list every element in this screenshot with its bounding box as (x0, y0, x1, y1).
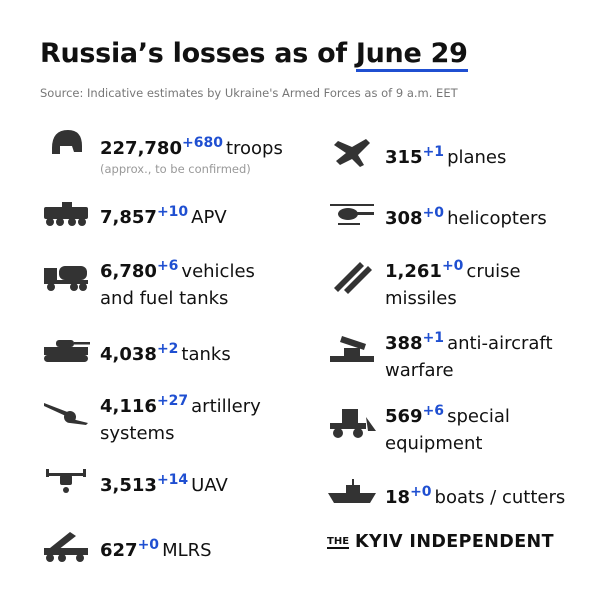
label: special (447, 406, 510, 427)
label: systems (100, 423, 175, 444)
label: boats / cutters (434, 487, 566, 508)
stat-line: 18+0 boats / cutters (385, 479, 565, 511)
stat: 7,857+10 APV (100, 199, 227, 231)
label: cruise (466, 261, 521, 282)
label: artillery (191, 396, 261, 417)
icon (330, 409, 376, 438)
icon (44, 266, 88, 291)
delta: +1 (422, 330, 445, 346)
icon (334, 139, 370, 167)
count: 627 (100, 540, 138, 561)
stat: 308+0 helicopters (385, 200, 547, 232)
count: 6,780 (100, 261, 157, 282)
stat: 3,513+14 UAV (100, 467, 228, 499)
count: 315 (385, 147, 423, 168)
icon (46, 469, 86, 493)
label: warfare (385, 360, 454, 381)
delta: +0 (441, 258, 464, 274)
logo: THE KYIV INDEPENDENT (327, 532, 554, 552)
label: vehicles (181, 261, 255, 282)
label: MLRS (162, 540, 212, 561)
stat: 1,261+0 cruise missiles (385, 253, 521, 312)
icon (44, 202, 88, 226)
label: missiles (385, 288, 457, 309)
label: troops (225, 138, 283, 159)
label: tanks (181, 344, 231, 365)
title-start: Russia’s losses as of (40, 38, 347, 69)
label: UAV (191, 475, 228, 496)
stat-line: 4,116+27 artillery (100, 388, 261, 420)
source: Source: Indicative estimates by Ukraine'… (40, 86, 458, 100)
stat-line: 1,261+0 cruise (385, 253, 521, 285)
label: planes (447, 147, 507, 168)
stat: 227,780+680 troops (approx., to be confirm… (100, 130, 283, 176)
stat: 18+0 boats / cutters (385, 479, 565, 511)
stat: 569+6 special equipment (385, 398, 510, 457)
label: APV (191, 207, 227, 228)
count: 388 (385, 333, 423, 354)
count: 308 (385, 208, 423, 229)
icon (330, 204, 374, 225)
count: 569 (385, 406, 423, 427)
count: 3,513 (100, 475, 157, 496)
icon (328, 479, 376, 503)
count: 227,780 (100, 138, 182, 159)
delta: +0 (410, 484, 432, 500)
stat-line: 227,780+680 troops (100, 130, 283, 162)
label: and fuel tanks (100, 288, 229, 309)
stat-line: 4,038+2 tanks (100, 336, 231, 368)
note: (approx., to be confirmed) (100, 162, 251, 176)
stat: 627+0 MLRS (100, 532, 212, 564)
stat-line: 627+0 MLRS (100, 532, 212, 564)
icon (52, 130, 82, 154)
stat-line: 315+1 planes (385, 139, 506, 171)
delta: +14 (156, 472, 189, 488)
label: helicopters (447, 208, 547, 229)
stat: 315+1 planes (385, 139, 506, 171)
stat: 4,038+2 tanks (100, 336, 231, 368)
stat-line: 308+0 helicopters (385, 200, 547, 232)
delta: +10 (156, 204, 189, 220)
icon (44, 340, 90, 362)
delta: +6 (422, 403, 445, 419)
delta: +2 (156, 341, 179, 357)
count: 4,038 (100, 344, 157, 365)
logo-name: KYIV INDEPENDENT (355, 532, 554, 552)
stat-line: 569+6 special (385, 398, 510, 430)
count: 18 (385, 487, 411, 508)
logo-the: THE (327, 536, 350, 549)
delta: +27 (156, 393, 189, 409)
count: 1,261 (385, 261, 442, 282)
stat-line: 6,780+6 vehicles (100, 253, 255, 285)
title-date: June 29 (355, 38, 468, 72)
stat-line: 7,857+10 APV (100, 199, 227, 231)
stat-line: 3,513+14 UAV (100, 467, 228, 499)
title: Russia’s losses as of June 29 (40, 38, 468, 72)
stat: 388+1 anti-aircraft warfare (385, 325, 553, 384)
delta: +6 (156, 258, 179, 274)
icon (330, 336, 374, 362)
delta: +1 (422, 144, 445, 160)
delta: +0 (422, 205, 445, 221)
icon (44, 532, 88, 562)
icon (44, 403, 88, 425)
stat: 4,116+27 artillery systems (100, 388, 261, 447)
count: 4,116 (100, 396, 157, 417)
delta: +680 (181, 135, 223, 151)
delta: +0 (137, 537, 160, 553)
count: 7,857 (100, 207, 157, 228)
label: equipment (385, 433, 483, 454)
icon (334, 262, 372, 294)
label: anti-aircraft (447, 333, 553, 354)
stat: 6,780+6 vehicles and fuel tanks (100, 253, 255, 312)
stat-line: 388+1 anti-aircraft (385, 325, 553, 357)
